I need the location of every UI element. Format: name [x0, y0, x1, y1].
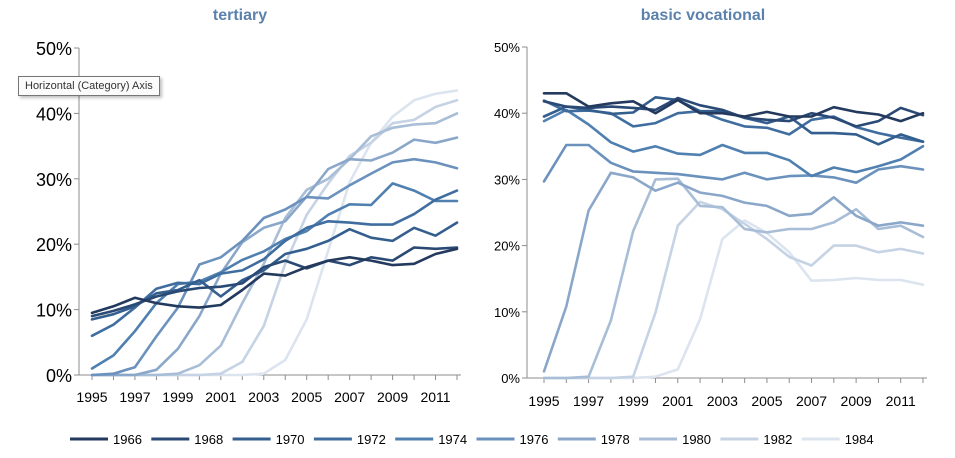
- tertiary-y-axis: 0% 10% 20% 30% 40% 50%: [36, 39, 80, 386]
- legend: 1966 1968 1970 1972 1974 1976 1978 1980 1982 1984: [70, 432, 874, 447]
- legend-label-1970: 1970: [276, 432, 305, 447]
- tertiary-series-1966-line: [90, 247, 459, 315]
- basic-vocational-series-1984-line: [542, 219, 925, 380]
- tertiary-series-1984-line: [90, 89, 459, 377]
- tertiary-y-tick-label: 20%: [36, 235, 72, 255]
- tertiary-x-tick-label: 2005: [291, 389, 322, 405]
- basic-vocational-series-1978-line: [542, 171, 925, 373]
- axis-tooltip: Horizontal (Category) Axis: [18, 76, 160, 96]
- tertiary-y-tick-label: 10%: [36, 301, 72, 321]
- tertiary-series-1970-line: [90, 221, 459, 321]
- tertiary-series-1968-line: [90, 246, 459, 318]
- basic-vocational-y-tick-label: 10%: [494, 305, 520, 320]
- tertiary-series-1972-line: [90, 189, 459, 338]
- tertiary-y-tick-label: 50%: [36, 39, 72, 59]
- basic-vocational-x-tick-label: 2005: [751, 393, 782, 409]
- tertiary-series-1978-line: [90, 136, 459, 377]
- tertiary-series-group: [90, 89, 459, 377]
- tertiary-series-1982-line: [90, 99, 459, 377]
- legend-label-1966: 1966: [113, 432, 142, 447]
- tertiary-y-tick-label: 0%: [46, 366, 72, 386]
- basic-vocational-series-1976-line: [542, 143, 925, 184]
- basic-vocational-x-tick-label: 2001: [662, 393, 693, 409]
- basic-vocational-y-tick-label: 50%: [494, 40, 520, 55]
- legend-label-1968: 1968: [194, 432, 223, 447]
- tertiary-x-axis[interactable]: 1995 1997 1999 2001 2003 2005 2007 2009 2011: [76, 374, 461, 405]
- basic-vocational-series-group: [542, 92, 925, 380]
- legend-label-1974: 1974: [438, 432, 467, 447]
- legend-label-1980: 1980: [682, 432, 711, 447]
- legend-label-1976: 1976: [520, 432, 549, 447]
- basic-vocational-x-tick-label: 2003: [707, 393, 738, 409]
- tertiary-series-1974-line: [90, 182, 459, 370]
- basic-vocational-x-axis[interactable]: 1995 1997 1999 2001 2003 2005 2007 2009 2011: [527, 377, 927, 409]
- tertiary-x-tick-label: 1995: [76, 389, 107, 405]
- tertiary-chart-title: tertiary: [213, 7, 267, 24]
- tertiary-x-tick-label: 2001: [205, 389, 236, 405]
- basic-vocational-x-tick-label: 2009: [841, 393, 872, 409]
- basic-vocational-x-tick-label: 1999: [618, 393, 649, 409]
- basic-vocational-y-tick-label: 40%: [494, 106, 520, 121]
- basic-vocational-series-1966-line: [542, 92, 925, 123]
- tertiary-x-tick-label: 2007: [334, 389, 365, 405]
- basic-vocational-y-tick-label: 20%: [494, 239, 520, 254]
- legend-label-1982: 1982: [763, 432, 792, 447]
- tertiary-x-tick-label: 1999: [162, 389, 193, 405]
- basic-vocational-chart-title: basic vocational: [641, 7, 766, 24]
- tertiary-series-1980-line: [90, 112, 459, 377]
- basic-vocational-series-1974-line: [542, 108, 925, 178]
- legend-label-1978: 1978: [601, 432, 630, 447]
- legend-label-1984: 1984: [845, 432, 874, 447]
- tertiary-y-tick-label: 40%: [36, 104, 72, 124]
- tertiary-x-tick-label: 2011: [420, 389, 450, 405]
- basic-vocational-x-tick-label: 2011: [886, 393, 916, 409]
- legend-label-1972: 1972: [357, 432, 386, 447]
- tertiary-x-tick-label: 2003: [248, 389, 279, 405]
- basic-vocational-series-1980-line: [542, 177, 925, 380]
- tertiary-x-tick-label: 2009: [377, 389, 408, 405]
- basic-vocational-chart: basic vocational 0%10%20%30%40%50% 1995 1…: [494, 7, 927, 409]
- tertiary-x-tick-label: 1997: [119, 389, 150, 405]
- tertiary-chart: tertiary 0% 10% 20% 30% 40% 50% 1995 1997 1999 2…: [36, 7, 461, 405]
- basic-vocational-x-tick-label: 1995: [528, 393, 559, 409]
- basic-vocational-x-tick-label: 2007: [796, 393, 827, 409]
- tertiary-series-1976-line: [90, 157, 459, 377]
- basic-vocational-y-tick-label: 0%: [501, 371, 520, 386]
- basic-vocational-x-tick-label: 1997: [573, 393, 604, 409]
- basic-vocational-y-axis: 0% 10% 20% 30% 40% 50%: [494, 40, 528, 386]
- basic-vocational-y-tick-label: 30%: [494, 172, 520, 187]
- tertiary-y-tick-label: 30%: [36, 170, 72, 190]
